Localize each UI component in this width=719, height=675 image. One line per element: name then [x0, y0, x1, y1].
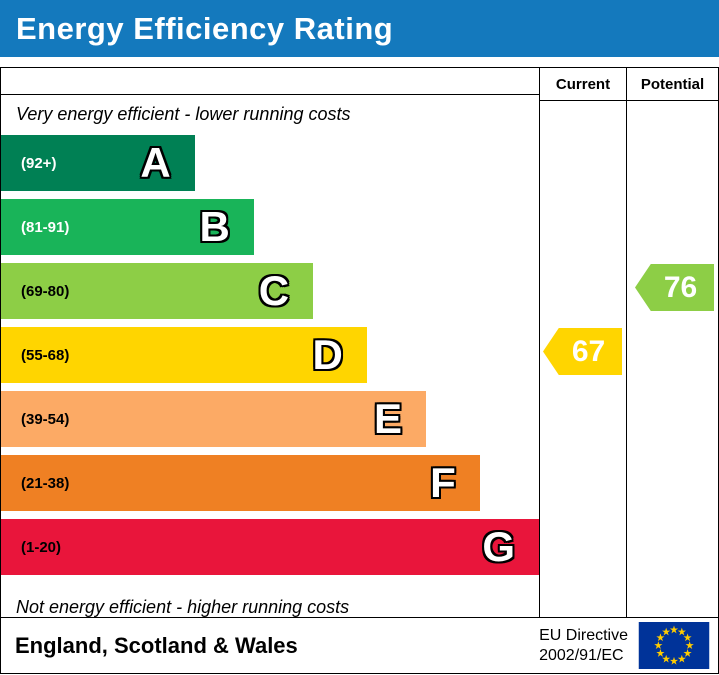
bands-column-header [1, 68, 539, 95]
band-bar-D: (55-68) D [1, 327, 367, 383]
band-letter-A: A [140, 139, 171, 186]
band-letter-B: B [199, 203, 230, 250]
band-row-D: (55-68) D [1, 327, 539, 383]
page-title: Energy Efficiency Rating [16, 10, 394, 46]
title-banner: Energy Efficiency Rating [0, 0, 719, 57]
region-label: England, Scotland & Wales [15, 632, 298, 658]
potential-rating-arrow: 76 [635, 264, 714, 311]
band-letter-E: E [374, 395, 403, 442]
band-range-B: (81-91) [21, 218, 70, 236]
bottom-note: Not energy efficient - higher running co… [16, 597, 350, 617]
chart-frame: Very energy efficient - lower running co… [0, 67, 719, 674]
band-range-F: (21-38) [21, 474, 70, 492]
band-bar-G: (1-20) G [1, 519, 539, 575]
current-column-header: Current [540, 68, 626, 101]
eu-directive-line2: 2002/91/EC [539, 646, 624, 664]
band-range-C: (69-80) [21, 282, 70, 300]
band-range-G: (1-20) [21, 538, 62, 556]
eu-directive-line1: EU Directive [539, 626, 628, 644]
bands-body: Very energy efficient - lower running co… [1, 95, 539, 617]
band-letter-C: C [258, 267, 290, 314]
band-bar-A: (92+) A [1, 135, 195, 191]
band-bar-C: (69-80) C [1, 263, 314, 319]
potential-rating-value: 76 [663, 270, 698, 304]
current-rating-arrow: 67 [543, 328, 622, 375]
band-row-B: (81-91) B [1, 199, 539, 255]
eu-directive-label: EU Directive 2002/91/EC [539, 626, 628, 666]
rating-chart: Very energy efficient - lower running co… [1, 68, 718, 618]
band-range-A: (92+) [21, 154, 57, 172]
potential-arrow-area: 76 [627, 101, 718, 617]
band-row-F: (21-38) F [1, 455, 539, 511]
current-rating-value: 67 [571, 334, 606, 368]
potential-column: Potential 76 [626, 68, 718, 617]
band-letter-G: G [482, 523, 515, 570]
band-letter-D: D [312, 331, 343, 378]
band-letter-F: F [430, 459, 456, 506]
band-row-E: (39-54) E [1, 391, 539, 447]
band-bar-B: (81-91) B [1, 199, 254, 255]
top-note: Very energy efficient - lower running co… [16, 104, 351, 124]
footer: England, Scotland & Wales EU Directive 2… [1, 618, 718, 673]
band-row-C: (69-80) C [1, 263, 539, 319]
current-arrow-area: 67 [540, 101, 626, 617]
bands-column: Very energy efficient - lower running co… [1, 68, 539, 617]
band-row-G: (1-20) G [1, 519, 539, 575]
band-bar-F: (21-38) F [1, 455, 480, 511]
band-row-A: (92+) A [1, 135, 539, 191]
potential-column-header: Potential [627, 68, 718, 101]
eu-flag-icon [638, 622, 710, 669]
band-range-E: (39-54) [21, 410, 70, 428]
band-bar-E: (39-54) E [1, 391, 427, 447]
bands: (92+) A (81-91) B (69-80) C (55-68) D (39-54) E (2… [1, 135, 539, 575]
band-range-D: (55-68) [21, 346, 70, 364]
current-column: Current 67 [539, 68, 626, 617]
